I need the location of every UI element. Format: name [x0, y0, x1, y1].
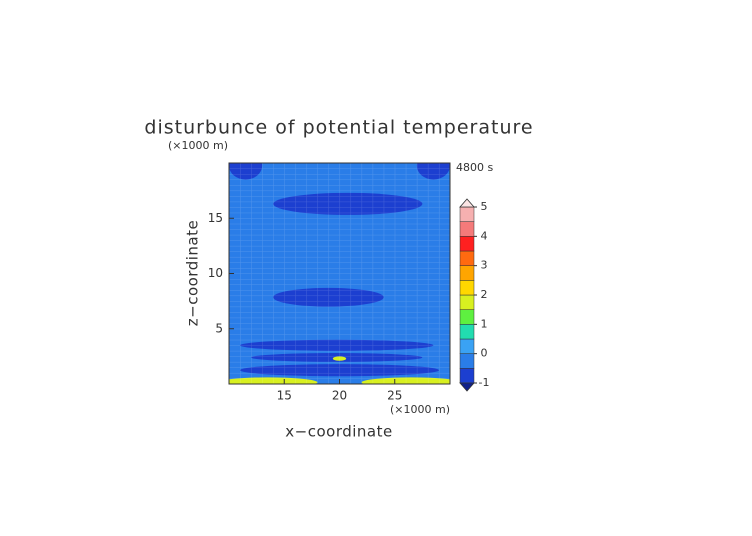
- colorbar-tick-label: 5: [481, 200, 488, 213]
- y-axis-label: z−coordinate: [184, 220, 202, 326]
- y-tick-label: 10: [208, 266, 223, 280]
- colorbar-band: [459, 236, 475, 252]
- colorbar-tick-label: 1: [481, 317, 488, 330]
- colorbar-tick-label: -1: [479, 376, 490, 389]
- colorbar-band: [459, 265, 475, 281]
- colorbar-band: [459, 294, 475, 310]
- x-tick-label: 25: [387, 389, 402, 403]
- colorbar-tick-label: 4: [481, 229, 488, 242]
- x-unit: (×1000 m): [390, 403, 450, 416]
- colorbar-band: [459, 250, 475, 266]
- grid-texture: [229, 163, 450, 384]
- colorbar-over: [459, 198, 475, 208]
- colorbar-band: [459, 280, 475, 296]
- colorbar-tick-label: 0: [481, 347, 488, 360]
- colorbar-band: [459, 206, 475, 222]
- colorbar-band: [459, 368, 475, 384]
- colorbar-under: [459, 382, 475, 392]
- x-tick-label: 15: [277, 389, 292, 403]
- y-tick-label: 5: [215, 321, 223, 335]
- chart-title: disturbunce of potential temperature: [144, 117, 533, 139]
- colorbar-tick-label: 2: [481, 288, 488, 301]
- colorbar-band: [459, 353, 475, 369]
- x-axis-label: x−coordinate: [285, 423, 392, 441]
- colorbar-tick-label: 3: [481, 259, 488, 272]
- y-tick-label: 15: [208, 211, 223, 225]
- time-label: 4800 s: [456, 161, 493, 174]
- colorbar-band: [459, 338, 475, 354]
- colorbar-band: [459, 324, 475, 340]
- colorbar-band: [459, 221, 475, 237]
- colorbar-band: [459, 309, 475, 325]
- x-tick-label: 20: [332, 389, 347, 403]
- y-unit: (×1000 m): [168, 139, 228, 152]
